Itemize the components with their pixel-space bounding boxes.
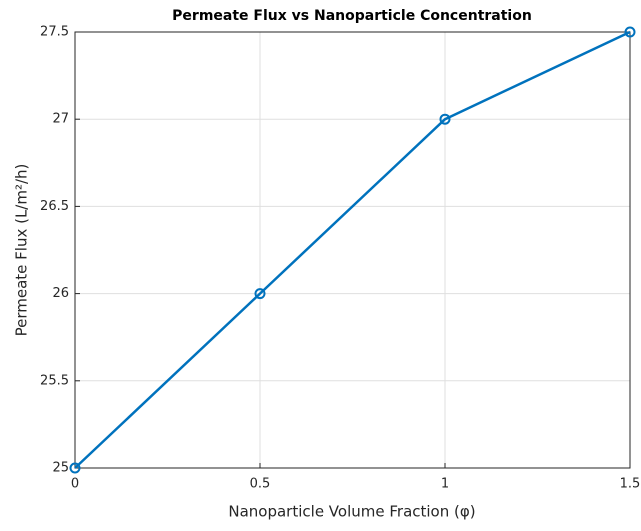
x-tick-label: 0.5 (250, 477, 271, 492)
y-tick-label: 26.5 (40, 199, 69, 214)
y-tick-label: 27.5 (40, 25, 69, 40)
y-axis-label: Permeate Flux (L/m²/h) (13, 164, 31, 337)
x-axis-label: Nanoparticle Volume Fraction (φ) (228, 503, 475, 521)
marker (624, 26, 636, 38)
x-tick-label: 0 (71, 477, 79, 492)
x-tick-label: 1 (441, 477, 449, 492)
axes-box (74, 31, 631, 469)
chart-title: Permeate Flux vs Nanoparticle Concentrat… (172, 8, 532, 24)
marker (254, 288, 266, 300)
line (74, 30, 631, 469)
y-tick-label: 25.5 (40, 373, 69, 388)
y-tick-label: 26 (52, 286, 69, 301)
marker (439, 113, 451, 125)
y-tick-label: 25 (52, 461, 69, 476)
x-tick-label: 1.5 (620, 477, 641, 492)
marker (69, 462, 81, 474)
y-tick-label: 27 (52, 112, 69, 127)
